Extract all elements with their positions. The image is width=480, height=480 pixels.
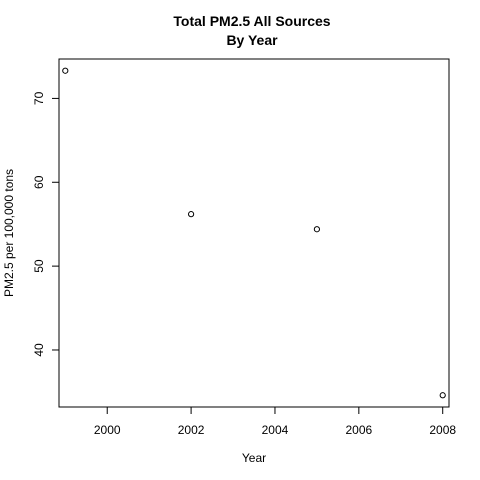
x-tick-label: 2004 [262, 423, 289, 437]
x-tick-label: 2002 [178, 423, 205, 437]
y-tick-label: 40 [32, 343, 46, 357]
y-tick-label: 50 [32, 259, 46, 273]
data-point [187, 211, 195, 218]
data-point [313, 226, 321, 233]
y-tick-label: 60 [32, 175, 46, 189]
x-tick-label: 2006 [345, 423, 372, 437]
x-tick-label: 2008 [429, 423, 456, 437]
plot-frame [58, 58, 450, 408]
y-tick-label: 70 [32, 91, 46, 105]
x-tick-label: 2000 [94, 423, 121, 437]
data-point [62, 67, 69, 74]
x-axis-ticks: 2000 2002 2004 2006 2008 [94, 407, 456, 437]
chart-title-line-2: By Year [226, 32, 278, 48]
data-points [62, 67, 446, 399]
x-axis-label: Year [242, 451, 266, 465]
data-point [439, 392, 446, 399]
y-axis-ticks: 40 50 60 70 [32, 91, 59, 357]
chart-title-line-1: Total PM2.5 All Sources [173, 13, 330, 29]
y-axis-label: PM2.5 per 100,000 tons [2, 169, 16, 297]
